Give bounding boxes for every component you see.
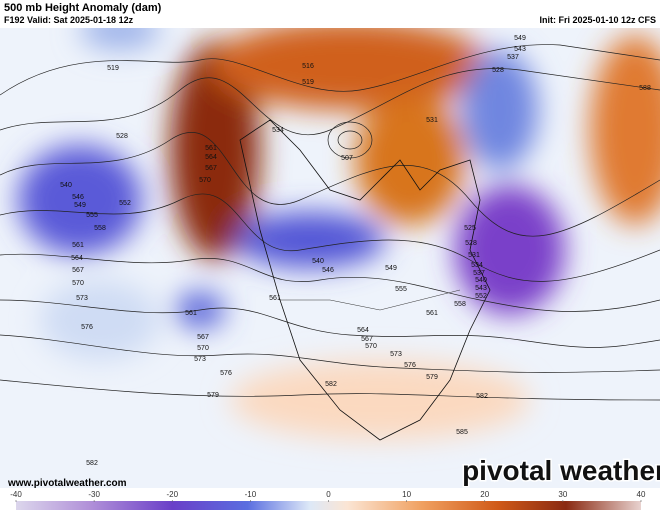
contour-label: 561 xyxy=(426,310,438,317)
colorbar-tick-label: 30 xyxy=(558,490,567,499)
contour-label: 573 xyxy=(390,351,402,358)
contour-label: 549 xyxy=(514,35,526,42)
contour-label: 588 xyxy=(639,85,651,92)
contour-label: 570 xyxy=(197,345,209,352)
contour-label: 564 xyxy=(357,327,369,334)
contour-label: 567 xyxy=(197,334,209,341)
contour-label: 576 xyxy=(220,370,232,377)
contour-label: 564 xyxy=(205,154,217,161)
contour-label: 579 xyxy=(426,374,438,381)
contour-label: 582 xyxy=(86,460,98,467)
contour-label: 540 xyxy=(60,182,72,189)
contour-label: 531 xyxy=(426,117,438,124)
contour-label: 561 xyxy=(269,295,281,302)
contour-label: 567 xyxy=(72,267,84,274)
colorbar-tick-label: -30 xyxy=(88,490,100,499)
contour-label: 543 xyxy=(475,285,487,292)
coastline xyxy=(239,119,491,441)
contour-label: 534 xyxy=(471,262,483,269)
contour-label: 534 xyxy=(272,127,284,134)
watermark: pivotal weather xyxy=(462,455,660,486)
contour-label: 567 xyxy=(361,336,373,343)
contour-label: 540 xyxy=(475,277,487,284)
contour-label: 576 xyxy=(404,362,416,369)
contour-label: 546 xyxy=(72,194,84,201)
border xyxy=(280,289,461,311)
contour-label: 582 xyxy=(325,381,337,388)
contour-label: 549 xyxy=(385,265,397,272)
contour-label: 555 xyxy=(395,286,407,293)
contour-label: 537 xyxy=(507,54,519,61)
title: 500 mb Height Anomaly (dam) xyxy=(4,2,162,14)
colorbar-tick-label: -20 xyxy=(166,490,178,499)
colorbar-tick-label: 10 xyxy=(402,490,411,499)
contour-label: 570 xyxy=(365,343,377,350)
contour-label: 570 xyxy=(72,280,84,287)
colorbar xyxy=(16,501,641,510)
contour-label: 528 xyxy=(492,67,504,74)
contour-label: 543 xyxy=(514,46,526,53)
contour-label: 525 xyxy=(464,225,476,232)
init-time: Init: Fri 2025-01-10 12z CFS xyxy=(539,15,656,25)
contour-label: 558 xyxy=(94,225,106,232)
contour-label: 579 xyxy=(207,392,219,399)
contour-label: 546 xyxy=(322,267,334,274)
contour-labels: 519 5165195495435375285885315345285405465… xyxy=(60,35,651,467)
contour-label: 567 xyxy=(205,165,217,172)
contour-label: 540 xyxy=(312,258,324,265)
contour-label: 552 xyxy=(475,293,487,300)
contour-label: 585 xyxy=(456,429,468,436)
contour-label: 573 xyxy=(194,356,206,363)
contour-label: 555 xyxy=(86,212,98,219)
contour-label: 582 xyxy=(476,393,488,400)
contour-label: 561 xyxy=(185,310,197,317)
contour-label: 558 xyxy=(454,301,466,308)
contour-label: 519 xyxy=(107,65,119,72)
contour-label: 564 xyxy=(71,255,83,262)
colorbar-tick-label: 0 xyxy=(326,490,331,499)
colorbar-tick-label: 40 xyxy=(637,490,646,499)
contour-label: 507 xyxy=(341,155,353,162)
contour-label: 528 xyxy=(465,240,477,247)
contour-label: 549 xyxy=(74,202,86,209)
colorbar-tick-label: -40 xyxy=(10,490,22,499)
contour-label: 519 xyxy=(302,79,314,86)
contour-label: 531 xyxy=(468,252,480,259)
colorbar-tick-label: 20 xyxy=(480,490,489,499)
contour-label: 561 xyxy=(72,242,84,249)
website: www.pivotalweather.com xyxy=(7,478,127,489)
valid-time: F192 Valid: Sat 2025-01-18 12z xyxy=(4,15,134,25)
contour-label: 576 xyxy=(81,324,93,331)
anomaly-field xyxy=(0,28,660,441)
contour-label: 573 xyxy=(76,295,88,302)
colorbar-tick-label: -10 xyxy=(245,490,257,499)
contour-label: 561 xyxy=(205,145,217,152)
contour-label: 528 xyxy=(116,133,128,140)
contour-label: 552 xyxy=(119,200,131,207)
contour-label: 570 xyxy=(199,177,211,184)
header-band xyxy=(0,0,660,28)
contour-label: 537 xyxy=(473,270,485,277)
contour-label: 516 xyxy=(302,63,314,70)
